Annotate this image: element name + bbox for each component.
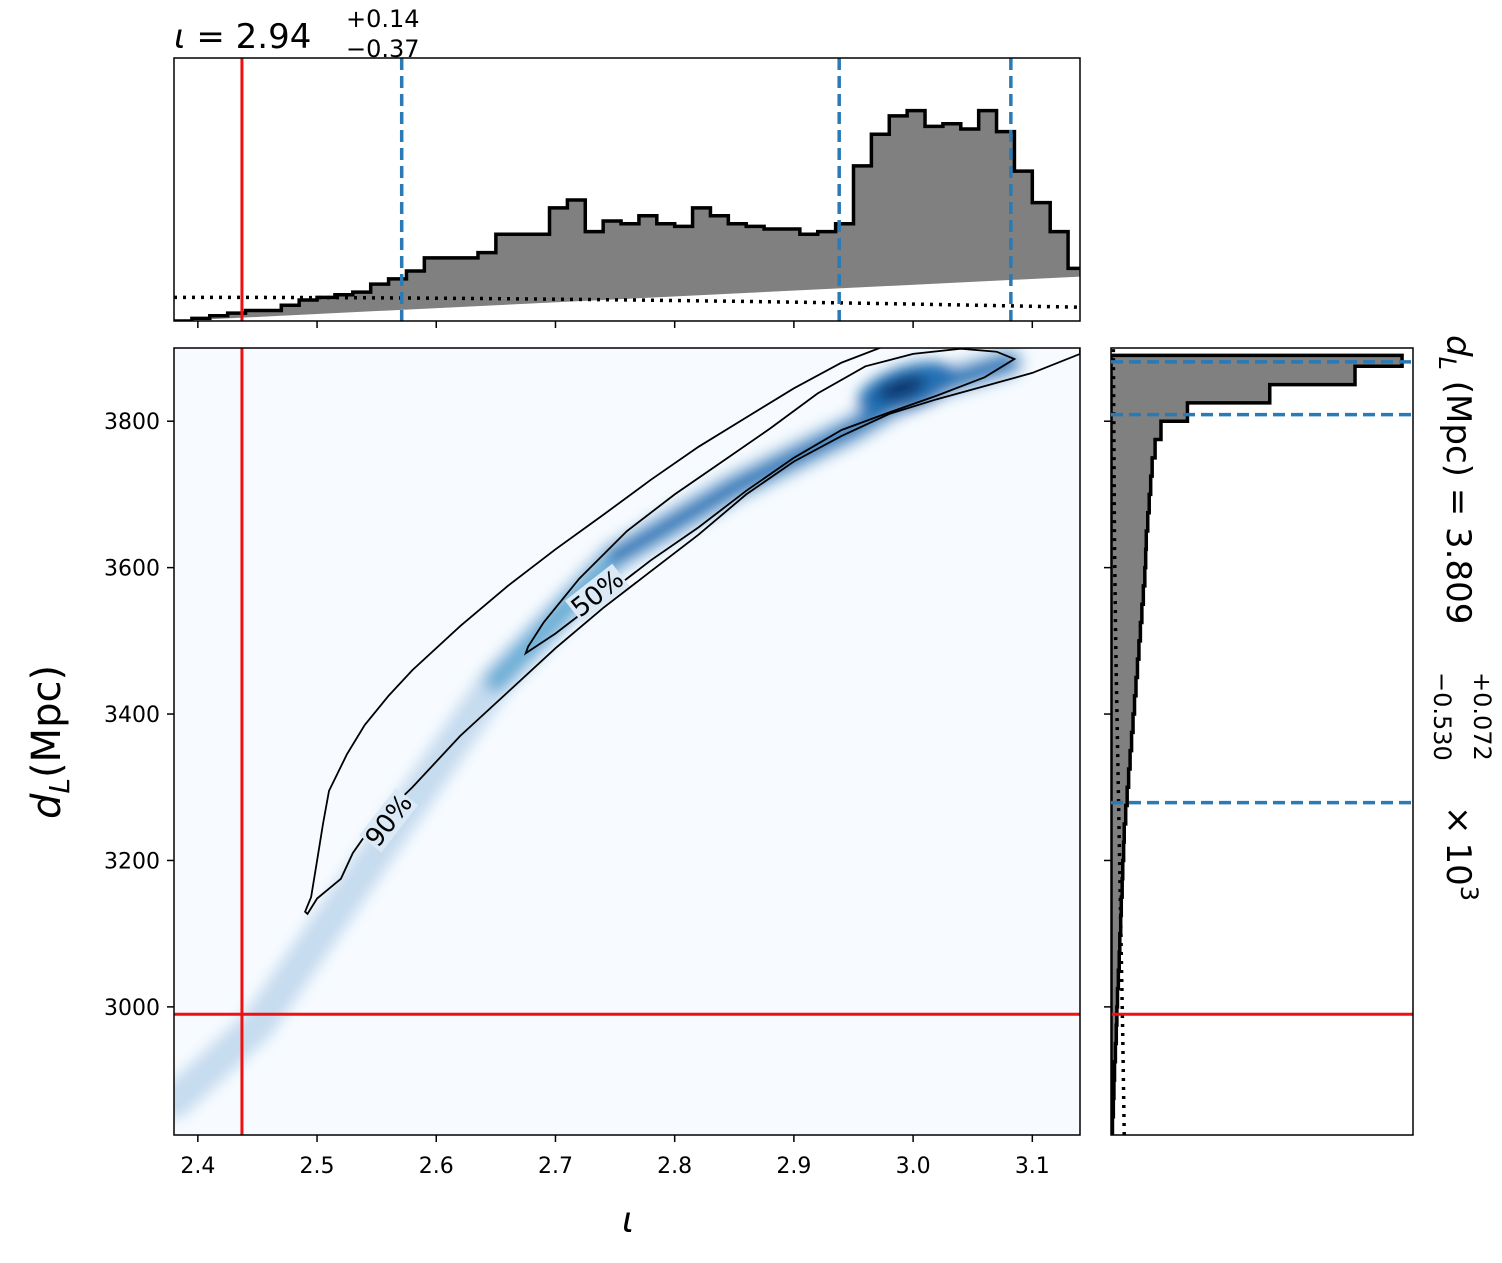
x-tick-label-7: 3.1 [1015,1154,1050,1179]
x-axis-label: ι [622,1200,634,1241]
y-tick-label-1: 3200 [104,849,160,874]
iota-marginal-panel: ι = 2.94 +0.14 −0.37 [173,5,1081,328]
x-tick-label-2: 2.6 [419,1154,454,1179]
dL-median: 3.809 [1438,527,1478,624]
y-tick-label-4: 3800 [104,410,160,435]
joint-background [174,348,1080,1135]
iota-median: 2.94 [236,17,312,57]
dL-symbol: d [1438,335,1478,357]
contour-90 [304,348,1080,916]
dL-marginal-panel: dL (Mpc) = 3.809 +0.072 −0.530 × 103 [1104,335,1496,1136]
x-tick-label-4: 2.8 [657,1154,692,1179]
dL-histogram-bars [1111,353,1404,1135]
density-mode [876,375,927,401]
dL-plus-error: +0.072 [1468,672,1496,761]
iota-marginal-frame [173,57,1081,322]
y-tick-label-2: 3400 [104,703,160,728]
dL-histogram [1111,348,1413,1135]
iota-symbol: ι [174,17,186,57]
y-axis-label-symbol: d [24,793,70,819]
y-axis-label-subscript: L [43,778,76,794]
joint-panel: 50%90% 2.4 2.5 2.6 2.7 2.8 2.9 3.0 3.1 30003200… [24,347,1081,1241]
iota-minus-error: −0.37 [346,35,420,63]
iota-marginal-ticks [197,321,1034,328]
iota-summary-title: ι = 2.94 [174,17,311,57]
iota-histogram-bars [174,108,1080,321]
y-tick-label-3: 3600 [104,557,160,582]
contour-label-bg-0 [564,563,630,623]
iota-histogram [174,58,1080,321]
dL-scale-base: 10 [1438,843,1478,886]
y-axis-label-unit: (Mpc) [24,665,70,778]
y-axis-label: dL(Mpc) [24,665,76,819]
y-tick-label-0: 3000 [104,996,160,1021]
contour-label-bg-1 [359,787,419,853]
x-tick-label-6: 3.0 [896,1154,931,1179]
joint-frame [173,347,1081,1136]
dL-scale-factor: × 103 [1438,806,1483,901]
dL-unit: (Mpc) = [1438,370,1478,527]
dL-subscript: L [1433,357,1461,370]
dL-marginal-frame [1110,347,1414,1136]
dL-times: × [1438,806,1478,835]
dL-minus-error: −0.530 [1428,672,1456,761]
x-axis-ticks: 2.4 2.5 2.6 2.7 2.8 2.9 3.0 3.1 [180,1135,1050,1179]
dL-quantile-lines [1111,360,1417,805]
x-tick-label-1: 2.5 [300,1154,335,1179]
iota-plus-error: +0.14 [346,5,420,33]
dL-marginal-ticks [1104,420,1111,1008]
x-tick-label-5: 2.9 [776,1154,811,1179]
x-tick-label-0: 2.4 [180,1154,215,1179]
dL-scale-exp: 3 [1455,886,1483,901]
dL-summary-title: dL (Mpc) = 3.809 [1433,335,1478,624]
x-tick-label-3: 2.7 [538,1154,573,1179]
iota-equals: = [186,17,236,57]
y-axis-ticks: 3000 3200 3400 3600 3800 [104,410,174,1021]
contour-50 [523,348,1017,656]
